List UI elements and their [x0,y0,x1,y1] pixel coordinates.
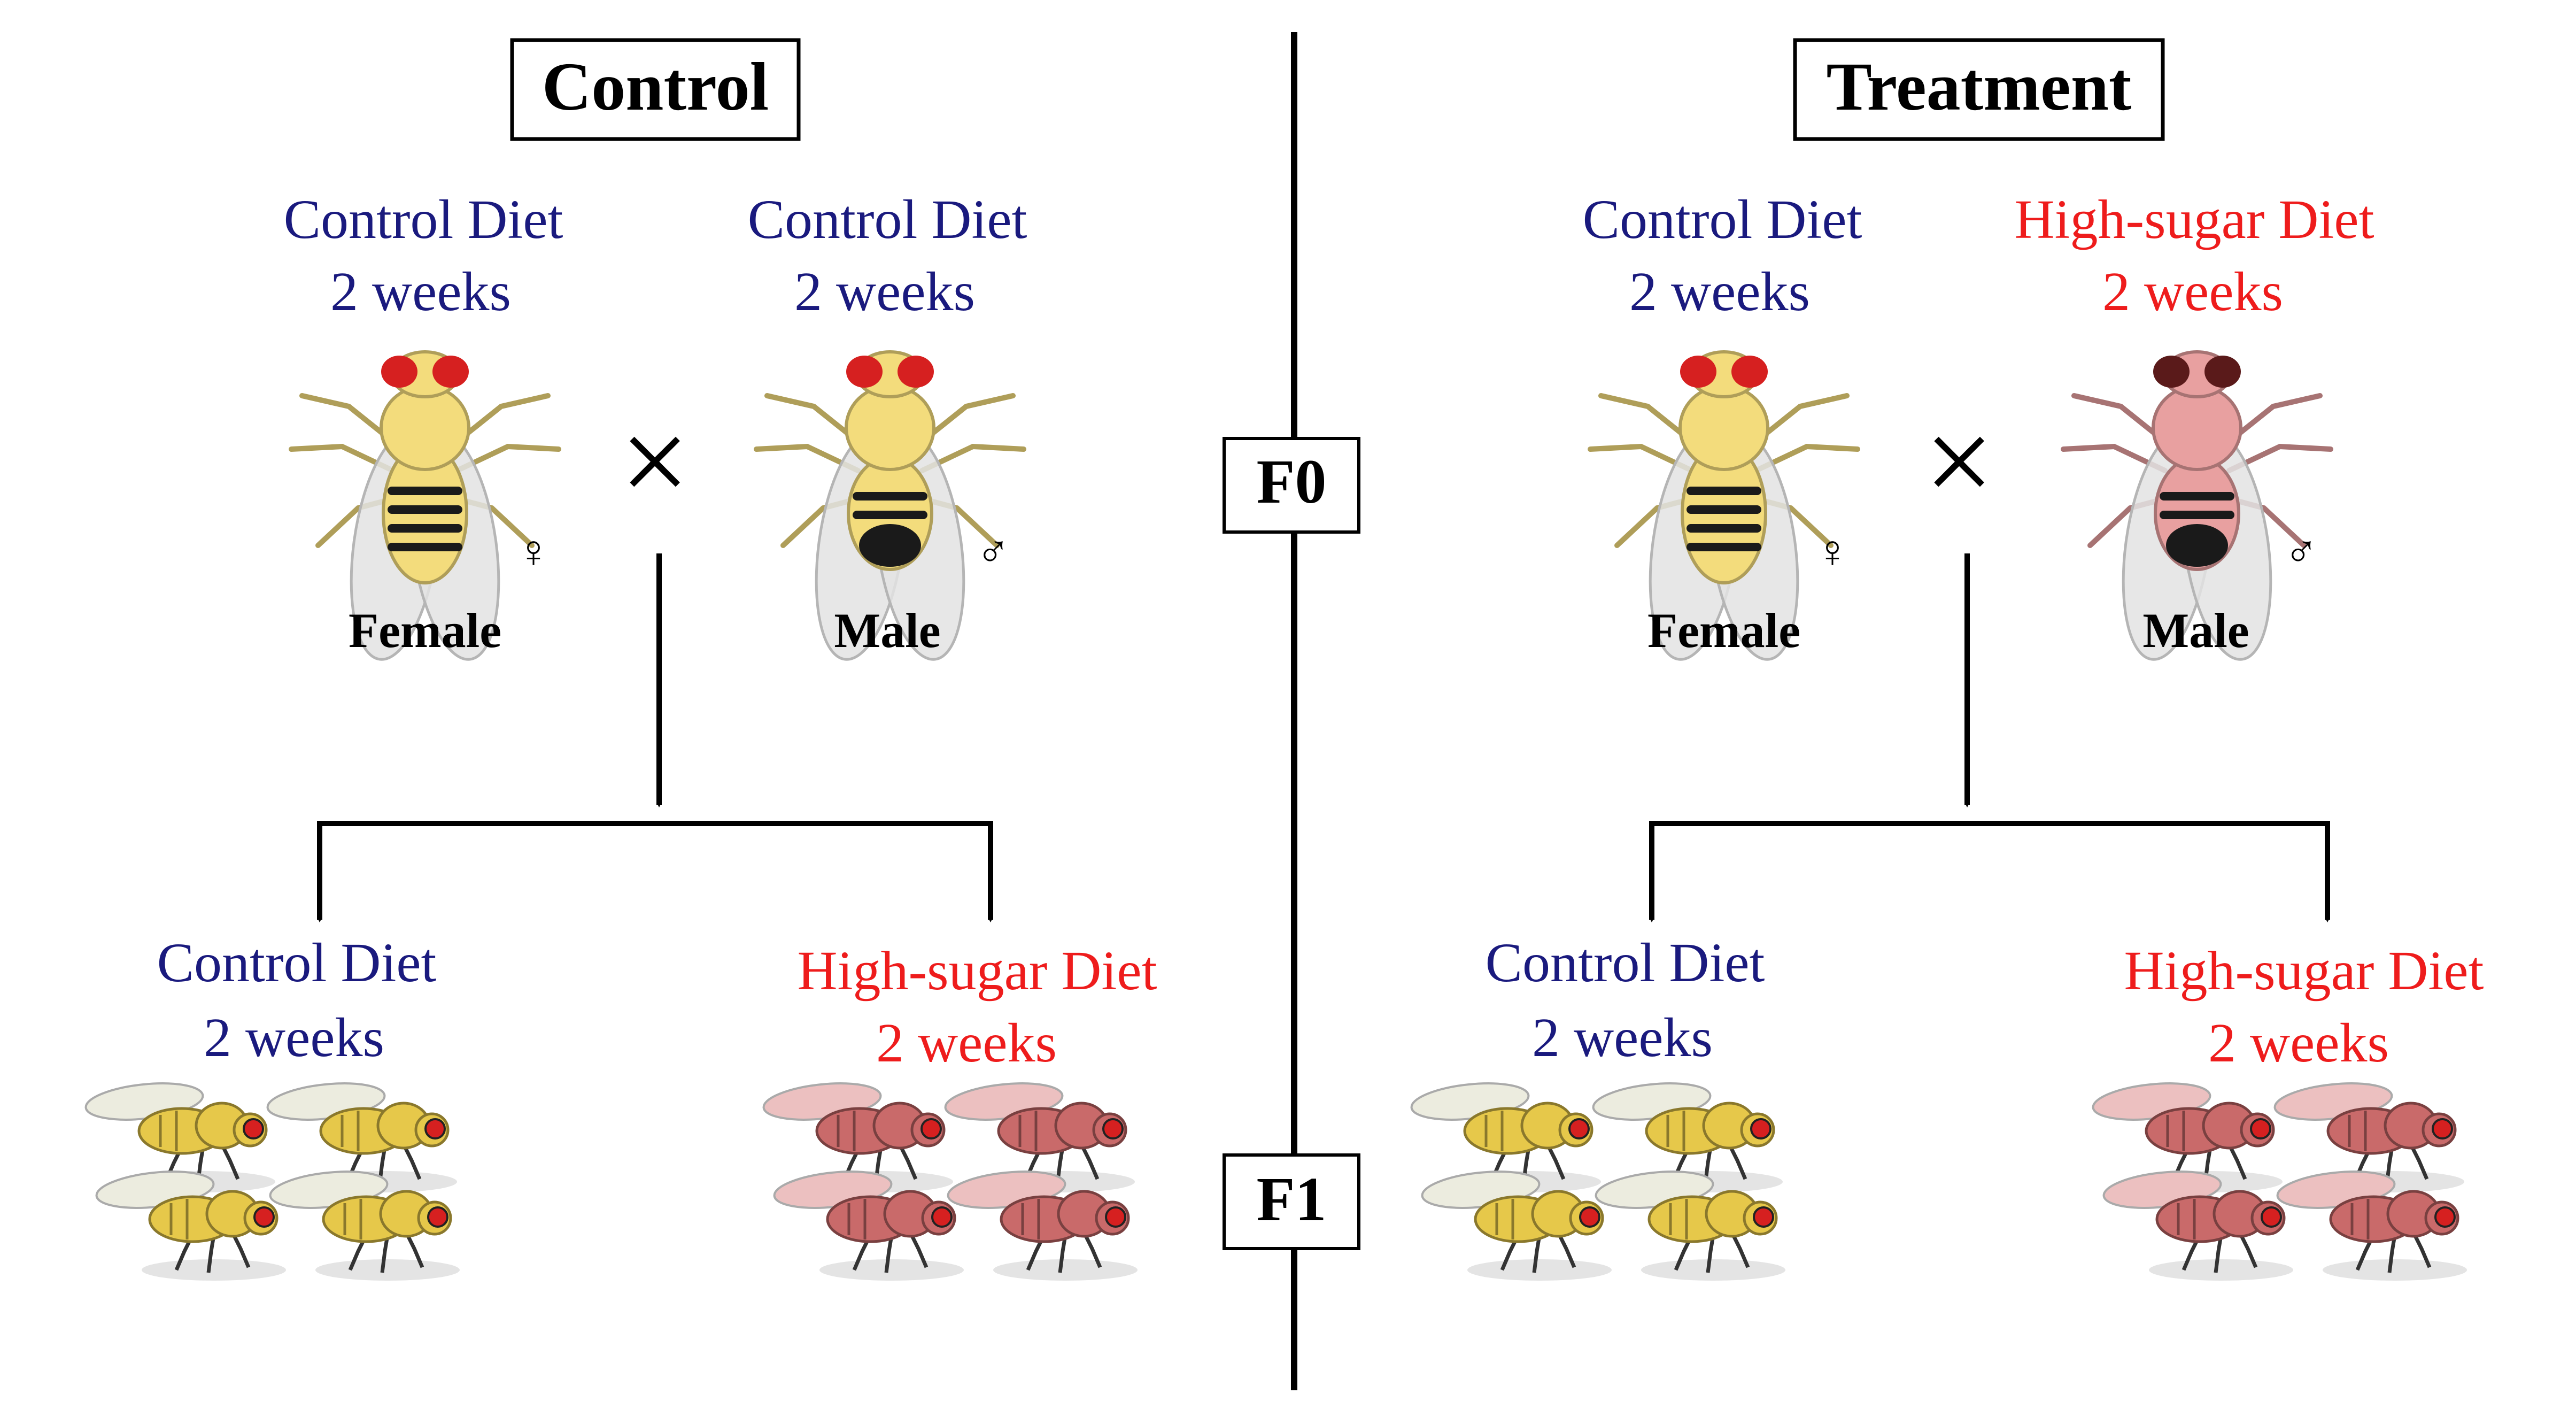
generation-f1-label: F1 [1256,1164,1326,1234]
treatment-offspring-control-flies-shadow-4 [1641,1259,1785,1281]
treatment-offspring-highsugar-duration: 2 weeks [2208,1012,2389,1074]
generation-f0-label: F0 [1256,446,1326,517]
generation-f0-box: F0 [1223,437,1360,534]
control-female-fly [289,350,561,661]
treatment-male-symbol: ♂ [2284,527,2318,577]
control-title-box [510,38,801,141]
treatment-offspring-control-flies-fly-4 [1595,1171,1778,1273]
control-cross-symbol: × [620,393,690,529]
control-offspring-highsugar-flies-shadow-3 [819,1259,964,1281]
treatment-offspring-control-duration: 2 weeks [1532,1007,1713,1068]
control-male-symbol: ♂ [976,527,1010,577]
control-panel: Control Control Diet 2 weeks ♀ Female Co… [84,38,1157,1281]
control-male-diet: Control Diet [748,189,1027,250]
control-offspring-highsugar-flies-shadow-4 [993,1259,1138,1281]
control-lineage-arrows [317,553,993,922]
treatment-offspring-control-diet: Control Diet [1486,932,1765,994]
control-female-diet: Control Diet [284,189,563,250]
control-offspring-control-flies-fly-4 [269,1171,452,1273]
treatment-offspring-control-flies-fly-2 [1592,1082,1775,1185]
control-female-duration: 2 weeks [330,261,511,322]
control-male-duration: 2 weeks [794,261,975,322]
treatment-offspring-highsugar-diet: High-sugar Diet [2124,940,2484,1002]
treatment-title-box [1793,38,2165,141]
treatment-female-duration: 2 weeks [1629,261,1810,322]
control-title: Control [542,49,769,125]
generation-f1-box: F1 [1223,1153,1360,1250]
control-offspring-highsugar-duration: 2 weeks [876,1012,1057,1074]
treatment-offspring-highsugar-flies-shadow-4 [2323,1259,2467,1281]
treatment-male-fly [2061,350,2333,661]
treatment-male-diet: High-sugar Diet [2015,189,2374,250]
treatment-offspring-highsugar-flies-fly-4 [2276,1171,2459,1273]
treatment-female-symbol: ♀ [1815,527,1850,577]
treatment-offspring-highsugar-flies-shadow-3 [2149,1259,2293,1281]
treatment-offspring-highsugar-flies-fly-3 [2102,1171,2286,1273]
treatment-male-duration: 2 weeks [2102,261,2283,322]
treatment-female-label: Female [1647,603,1800,658]
control-offspring-highsugar-flies-fly-1 [762,1082,946,1185]
treatment-male-label: Male [2142,603,2249,658]
treatment-female-diet: Control Diet [1583,189,1862,250]
control-male-label: Male [834,603,940,658]
treatment-panel: Treatment Control Diet 2 weeks ♀ Female … [1410,38,2484,1281]
control-offspring-highsugar-flies [762,1082,1138,1281]
control-offspring-control-flies-shadow-3 [142,1259,286,1281]
treatment-offspring-highsugar-flies-fly-2 [2273,1082,2457,1185]
control-offspring-control-flies-fly-3 [95,1171,279,1273]
control-offspring-control-flies [84,1082,460,1281]
treatment-offspring-control-flies-shadow-3 [1467,1259,1612,1281]
treatment-offspring-highsugar-flies [2092,1082,2467,1281]
treatment-offspring-highsugar-flies-fly-1 [2092,1082,2275,1185]
control-offspring-control-flies-shadow-4 [315,1259,460,1281]
control-offspring-highsugar-diet: High-sugar Diet [798,940,1157,1002]
treatment-offspring-control-flies-fly-3 [1421,1171,1604,1273]
treatment-lineage-arrows [1649,553,2330,922]
control-offspring-control-duration: 2 weeks [204,1007,384,1068]
control-offspring-highsugar-flies-fly-4 [947,1171,1130,1273]
treatment-offspring-control-flies-fly-1 [1410,1082,1593,1185]
control-offspring-control-flies-fly-2 [266,1082,450,1185]
control-female-label: Female [349,603,501,658]
control-male-fly [754,350,1026,661]
treatment-title: Treatment [1826,49,2131,125]
treatment-offspring-control-flies [1410,1082,1785,1281]
treatment-female-fly [1588,350,1860,661]
control-offspring-highsugar-flies-fly-2 [944,1082,1127,1185]
control-female-symbol: ♀ [516,527,551,577]
control-offspring-highsugar-flies-fly-3 [773,1171,956,1273]
control-offspring-control-flies-fly-1 [84,1082,268,1185]
control-offspring-control-diet: Control Diet [157,932,437,994]
treatment-cross-symbol: × [1924,393,1994,529]
